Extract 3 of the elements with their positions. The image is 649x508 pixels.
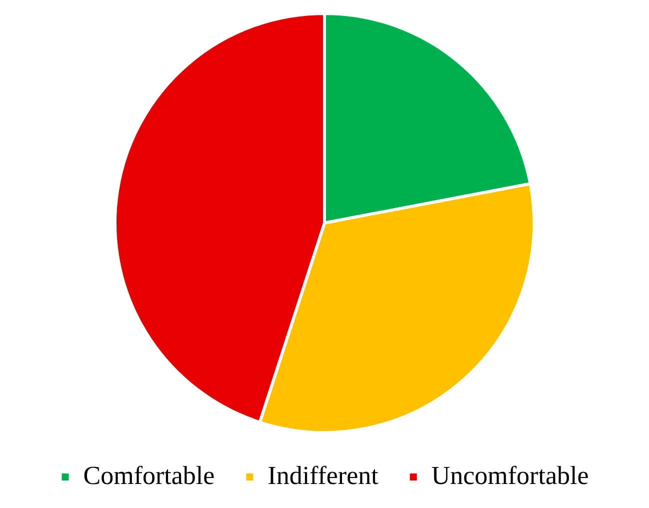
legend-label: Indifferent — [268, 460, 380, 490]
legend-label: Comfortable — [83, 460, 215, 490]
legend-label: Uncomfortable — [431, 460, 589, 490]
